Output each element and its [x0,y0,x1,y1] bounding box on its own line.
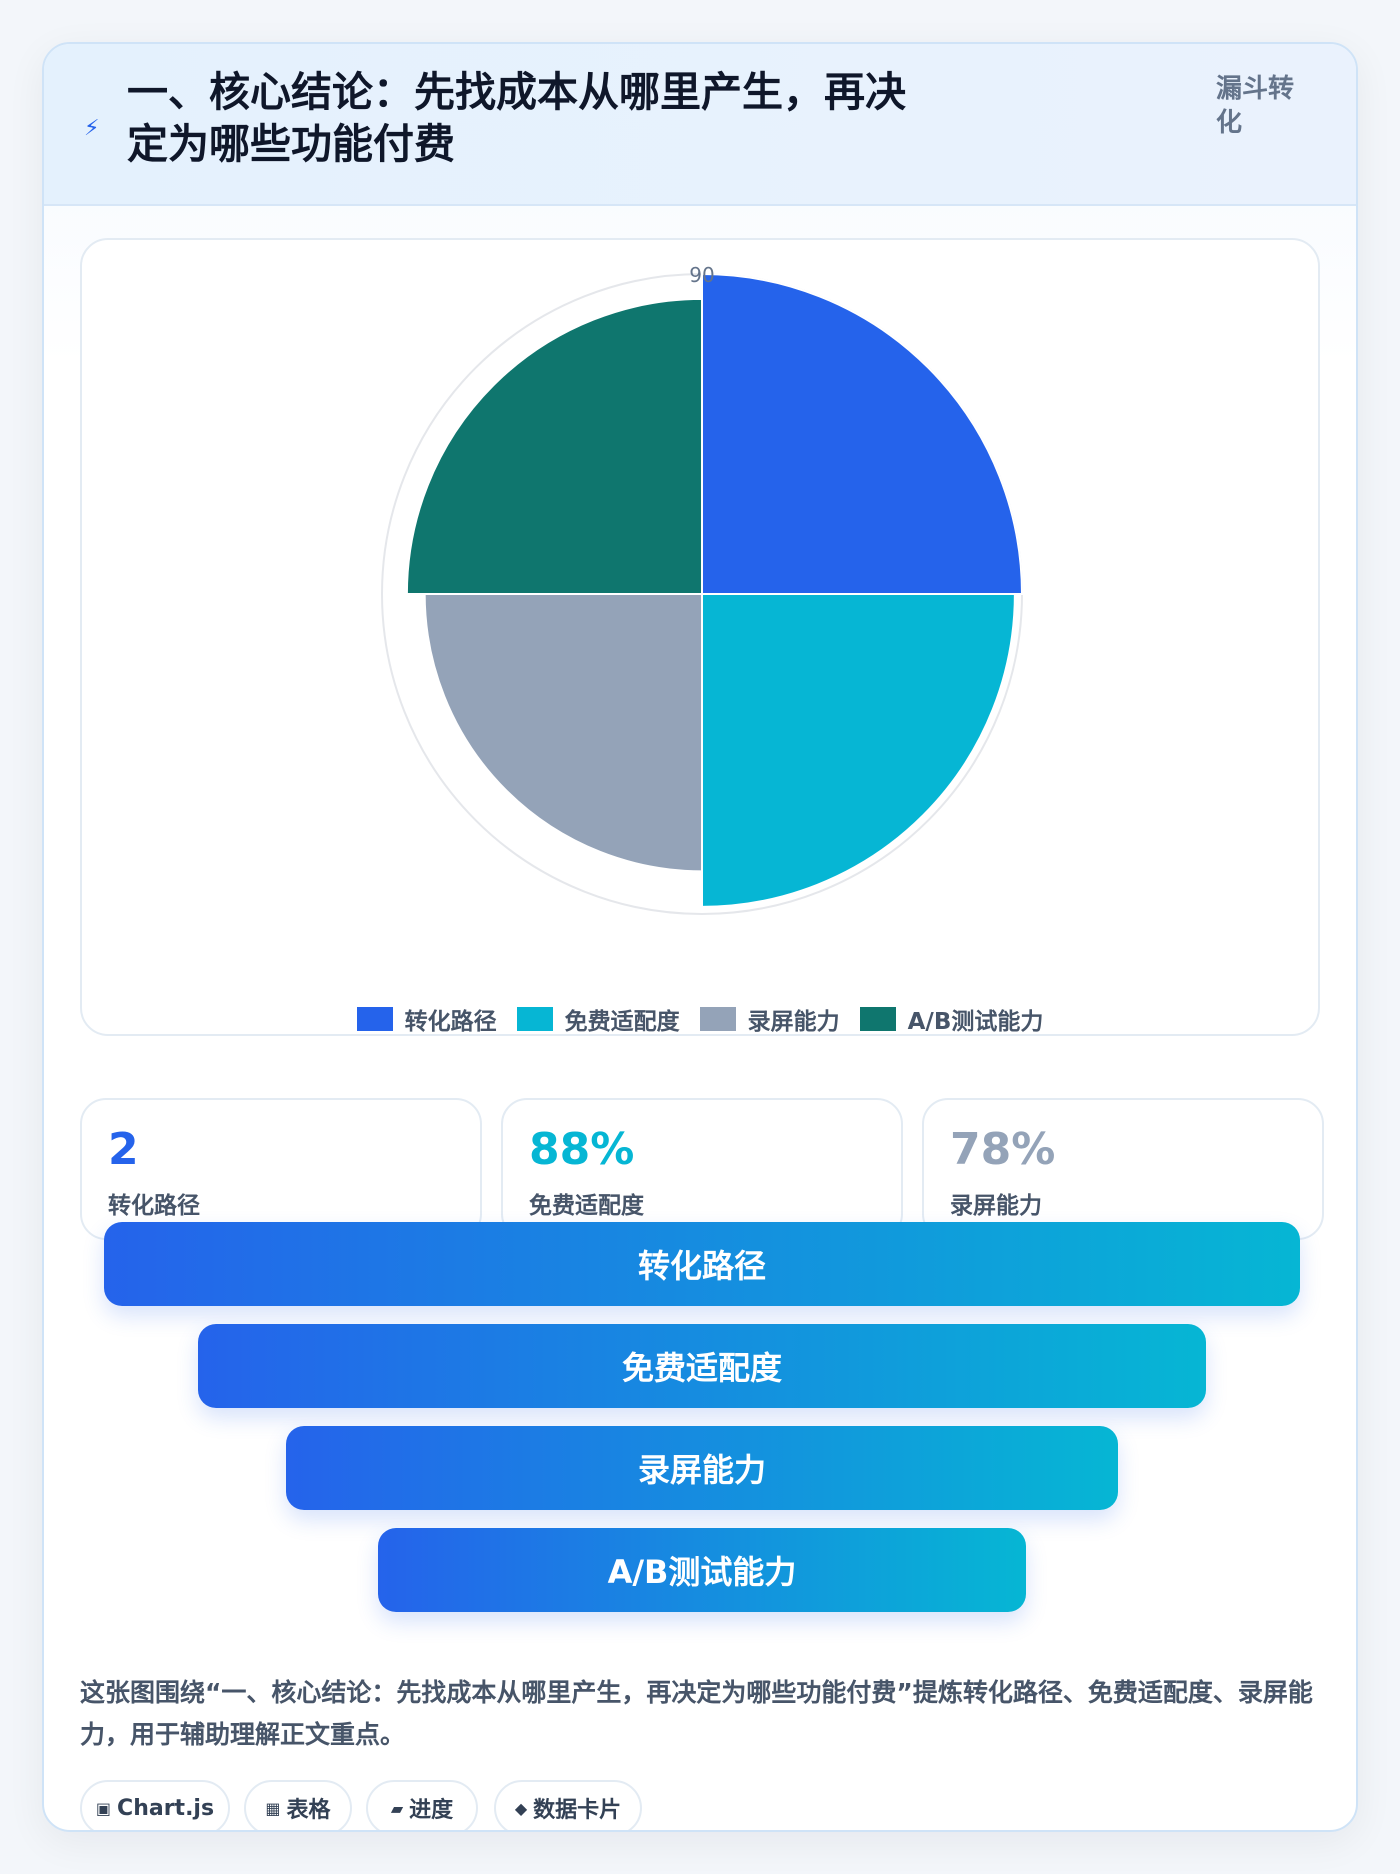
legend-label: 免费适配度 [564,1009,680,1035]
section-card: ⚡ 一、核心结论：先找成本从哪里产生，再决定为哪些功能付费 漏斗转化 90 转化… [42,42,1358,1832]
lightning-icon: ⚡ [84,116,100,141]
chart-icon: ▣ [95,1798,112,1818]
stat-label: 转化路径 [108,1193,200,1219]
stat-card: 2 转化路径 [80,1098,482,1240]
chip-data-card[interactable]: ◆ 数据卡片 [494,1780,642,1830]
legend-label: 转化路径 [404,1009,497,1035]
chip-progress[interactable]: ▰ 进度 [366,1780,478,1830]
funnel-step: 免费适配度 [198,1324,1206,1408]
polar-area-chart: 90 [381,263,1024,915]
stat-label: 录屏能力 [950,1193,1042,1219]
legend-label: 录屏能力 [747,1009,840,1035]
chip-chartjs[interactable]: ▣ Chart.js [80,1780,230,1830]
chip-label: Chart.js [117,1795,215,1821]
legend-label: A/B测试能力 [907,1009,1044,1035]
section-header: ⚡ 一、核心结论：先找成本从哪里产生，再决定为哪些功能付费 漏斗转化 [44,44,1356,206]
legend-item[interactable]: 转化路径 [356,1002,497,1036]
funnel-step: 录屏能力 [286,1426,1118,1510]
legend-item[interactable]: 免费适配度 [516,1002,680,1036]
diamond-icon: ◆ [514,1798,528,1818]
chip-label: 表格 [286,1798,331,1823]
stat-value: 2 [108,1124,139,1175]
chip-label: 数据卡片 [533,1798,622,1823]
polar-segment[interactable] [701,593,1016,908]
legend-swatch [516,1007,553,1031]
section-title: 一、核心结论：先找成本从哪里产生，再决定为哪些功能付费 [127,68,906,168]
stat-card: 88% 免费适配度 [501,1098,903,1240]
stat-value: 78% [950,1124,1056,1175]
legend-swatch [356,1007,393,1031]
chip-table[interactable]: ▦ 表格 [244,1780,352,1830]
chip-label: 进度 [409,1798,454,1823]
radial-tick-label: 90 [689,263,714,287]
chart-panel: 90 转化路径 免费适配度 录屏能力 A/B测试能力 [80,238,1320,1036]
legend-item[interactable]: 录屏能力 [699,1002,840,1036]
stat-card: 78% 录屏能力 [922,1098,1324,1240]
stat-label: 免费适配度 [529,1193,644,1219]
stat-value: 88% [529,1124,635,1175]
progress-icon: ▰ [390,1798,404,1818]
legend-item[interactable]: A/B测试能力 [859,1002,1044,1036]
chart-description: 这张图围绕“一、核心结论：先找成本从哪里产生，再决定为哪些功能付费”提炼转化路径… [80,1678,1313,1749]
funnel-step: A/B测试能力 [378,1528,1026,1612]
header-tag: 漏斗转化 [1216,74,1295,138]
polar-segment[interactable] [701,272,1024,595]
legend-swatch [859,1007,896,1031]
legend-swatch [699,1007,736,1031]
chart-legend: 转化路径 免费适配度 录屏能力 A/B测试能力 [82,1002,1318,1036]
funnel-step: 转化路径 [104,1222,1300,1306]
polar-segment[interactable] [405,297,703,595]
table-icon: ▦ [265,1798,281,1818]
polar-segment[interactable] [423,593,703,873]
